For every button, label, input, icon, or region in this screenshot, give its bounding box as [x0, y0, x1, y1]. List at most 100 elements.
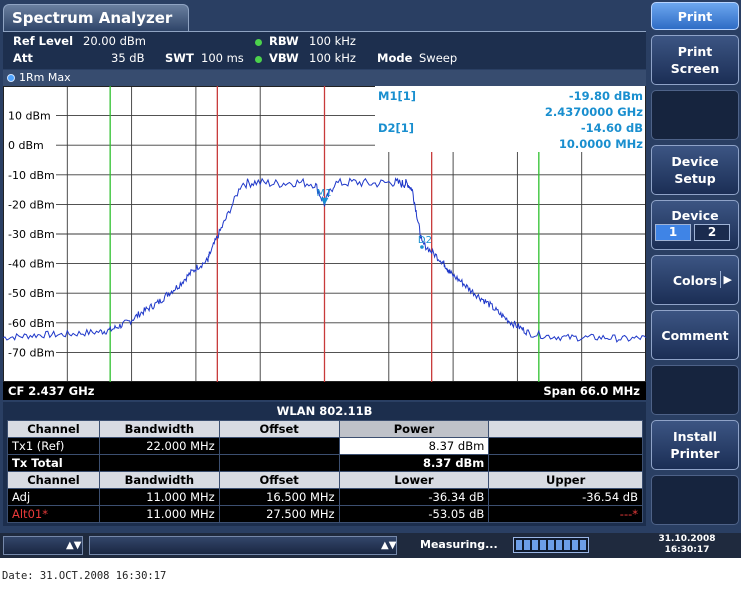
- y-tick-label-background: [4, 344, 56, 359]
- y-tick-label: -40 dBm: [8, 258, 55, 271]
- trace-label[interactable]: 1Rm Max: [19, 71, 71, 84]
- vbw-value[interactable]: 100 kHz: [309, 51, 356, 65]
- col-channel: Channel: [7, 471, 100, 489]
- cell-offset: [218, 437, 340, 455]
- cell-channel: Adj: [7, 488, 100, 506]
- y-tick-label: 0 dBm: [8, 139, 44, 152]
- app-title-tab[interactable]: Spectrum Analyzer: [3, 4, 189, 32]
- marker-m1-frequency: 2.4370000 GHz: [545, 105, 643, 119]
- mode-label: Mode: [377, 51, 413, 65]
- acp-table: Channel Bandwidth Offset Power Tx1 (Ref)…: [7, 420, 643, 523]
- marker-d2-level: -14.60 dB: [581, 121, 643, 135]
- cell-offset: [218, 454, 340, 472]
- updown-arrow-icon: ▲▼: [381, 540, 397, 551]
- mode-value[interactable]: Sweep: [419, 51, 458, 65]
- comment-button[interactable]: Comment: [651, 310, 739, 360]
- status-select-2[interactable]: [89, 536, 397, 555]
- y-tick-label-background: [4, 166, 56, 181]
- swt-value[interactable]: 100 ms: [201, 51, 244, 65]
- measuring-status: Measuring...: [420, 538, 498, 551]
- device-1-option[interactable]: 1: [655, 224, 691, 241]
- marker-d2-tag: D2: [418, 235, 432, 246]
- device-setup-label-2: Setup: [674, 171, 716, 186]
- table-title: WLAN 802.11B: [276, 404, 373, 418]
- swt-label: SWT: [165, 51, 194, 65]
- install-printer-label-1: Install: [673, 429, 717, 444]
- y-tick-label-background: [4, 107, 56, 122]
- y-tick-label: -10 dBm: [8, 169, 55, 182]
- print-screen-button[interactable]: Print Screen: [651, 35, 739, 85]
- y-tick-label-background: [4, 226, 56, 240]
- rbw-value[interactable]: 100 kHz: [309, 34, 356, 48]
- y-tick-label-background: [4, 314, 56, 329]
- table-row[interactable]: Tx Total 8.37 dBm: [7, 454, 643, 472]
- status-select-1[interactable]: [3, 536, 83, 555]
- analyzer-window: Spectrum Analyzer Ref Level 20.00 dBm At…: [0, 0, 741, 558]
- spectrum-plot[interactable]: 10 dBm 0 dBm -10 dBm -20 dBm -30 dBm -40 dBm -…: [2, 86, 647, 382]
- y-tick-label: -50 dBm: [8, 287, 55, 300]
- footer-date: Date: 31.OCT.2008 16:30:17: [2, 570, 167, 582]
- cell-bandwidth: [98, 454, 220, 472]
- print-menu-label: Print: [677, 8, 713, 24]
- datetime-display: 31.10.2008 16:30:17: [652, 534, 722, 556]
- frequency-bar: CF 2.437 GHz Span 66.0 MHz: [3, 382, 646, 400]
- col-power: Power: [338, 420, 490, 438]
- ref-level-value[interactable]: 20.00 dBm: [83, 34, 146, 48]
- col-upper: Upper: [488, 471, 643, 489]
- spectrum-chart[interactable]: 10 dBm 0 dBm -10 dBm -20 dBm -30 dBm -40 dBm -…: [2, 86, 647, 382]
- acp-result-table: WLAN 802.11B Channel Bandwidth Offset Po…: [3, 402, 646, 526]
- marker-m1-level: -19.80 dBm: [569, 89, 643, 103]
- settings-header: Ref Level 20.00 dBm Att 35 dB SWT 100 ms…: [3, 31, 646, 69]
- y-tick-label-background: [4, 196, 56, 211]
- table-row[interactable]: Adj 11.000 MHz 16.500 MHz -36.34 dB -36.…: [7, 488, 643, 506]
- vbw-coupled-indicator: [255, 56, 262, 63]
- att-value[interactable]: 35 dB: [111, 51, 145, 65]
- spectrum-trace: [2, 177, 647, 343]
- install-printer-label-2: Printer: [670, 446, 720, 461]
- status-date: 31.10.2008: [658, 534, 716, 544]
- y-tick-label-background: [4, 137, 56, 152]
- blank-softkey-2[interactable]: [651, 365, 739, 415]
- cell-power: 8.37 dBm: [338, 454, 490, 472]
- col-bandwidth: Bandwidth: [98, 420, 220, 438]
- blank-softkey-3[interactable]: [651, 475, 739, 525]
- device-2-option[interactable]: 2: [694, 224, 730, 241]
- marker-d2-point: [420, 245, 424, 249]
- marker-readout-background: [375, 86, 645, 152]
- print-screen-label-1: Print: [677, 44, 713, 59]
- col-channel: Channel: [7, 420, 100, 438]
- print-screen-label-2: Screen: [670, 61, 720, 76]
- print-menu-title[interactable]: Print: [651, 2, 739, 30]
- cell-offset: 27.500 MHz: [218, 505, 340, 523]
- att-label: Att: [13, 51, 33, 65]
- cell-lower: -53.05 dB: [338, 505, 490, 523]
- device-setup-button[interactable]: Device Setup: [651, 145, 739, 195]
- cell-upper: -36.54 dB: [488, 488, 643, 506]
- marker-m1-icon: [320, 197, 329, 205]
- center-frequency[interactable]: CF 2.437 GHz: [8, 384, 95, 398]
- install-printer-button[interactable]: Install Printer: [651, 420, 739, 470]
- cell-channel: Tx1 (Ref): [7, 437, 100, 455]
- cell-blank: [488, 454, 643, 472]
- colors-label: Colors: [672, 272, 718, 288]
- cell-bandwidth: 11.000 MHz: [98, 488, 220, 506]
- vbw-label: VBW: [269, 51, 299, 65]
- cell-channel: Tx Total: [7, 454, 100, 472]
- cell-bandwidth: 22.000 MHz: [98, 437, 220, 455]
- y-tick-label: -30 dBm: [8, 228, 55, 241]
- blank-softkey-1[interactable]: [651, 90, 739, 140]
- table-row[interactable]: Tx1 (Ref) 22.000 MHz 8.37 dBm: [7, 437, 643, 455]
- marker-m1-tag: M1: [317, 188, 332, 199]
- colors-button[interactable]: Colors ▶: [651, 255, 739, 305]
- status-bar: ▲▼ ▲▼ Measuring... 31.10.2008 16:30:17: [0, 533, 741, 558]
- col-offset: Offset: [218, 420, 340, 438]
- table-row[interactable]: Alt01* 11.000 MHz 27.500 MHz -53.05 dB -…: [7, 505, 643, 523]
- rbw-label: RBW: [269, 34, 299, 48]
- span-value[interactable]: Span 66.0 MHz: [543, 384, 640, 398]
- marker-d2-label: D2[1]: [378, 121, 414, 135]
- y-tick-label: -60 dBm: [8, 317, 55, 330]
- y-tick-label-background: [4, 255, 56, 270]
- cell-channel: Alt01*: [7, 505, 100, 523]
- submenu-arrow-icon: ▶: [719, 271, 732, 288]
- ref-level-label: Ref Level: [13, 34, 74, 48]
